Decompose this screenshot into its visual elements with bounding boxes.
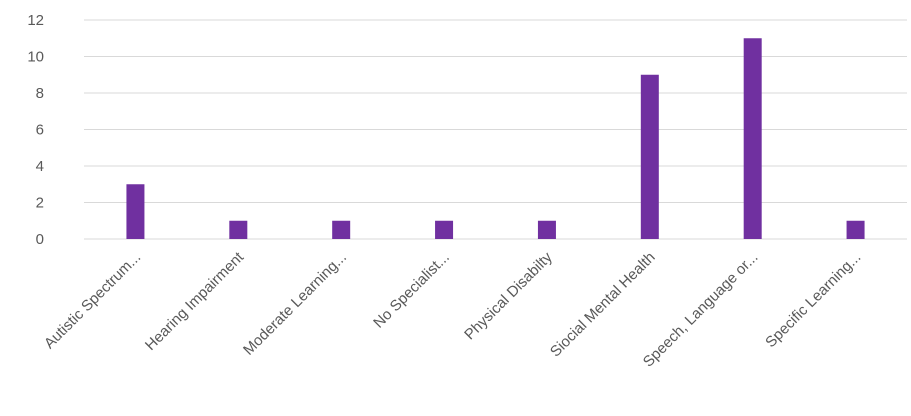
y-tick-label: 0	[36, 231, 44, 248]
y-tick-label: 12	[27, 12, 44, 29]
x-axis-category-labels: Autistic Spectrum...Hearing ImpairmentMo…	[41, 248, 865, 370]
x-category-label: Hearing Impairment	[142, 248, 248, 354]
x-category-label: Specific Learning...	[762, 249, 864, 351]
y-tick-label: 10	[27, 49, 44, 66]
x-category-label: Autistic Spectrum...	[41, 249, 144, 352]
x-category-label: Moderate Learning...	[240, 249, 350, 359]
x-category-label: Speech, Language or...	[640, 249, 762, 371]
x-category-label: Siocial Mental Health	[547, 249, 659, 361]
x-category-label: Physical Disabilty	[461, 248, 556, 343]
bar	[332, 220, 351, 239]
y-tick-label: 4	[36, 158, 44, 175]
x-category-label: No Specialist...	[370, 249, 453, 332]
y-axis-tick-labels: 0 2 4 6 8 10 12	[27, 12, 44, 248]
bar	[743, 38, 762, 239]
bar	[435, 220, 454, 239]
y-tick-label: 8	[36, 85, 44, 102]
y-tick-label: 6	[36, 122, 44, 139]
bar	[229, 220, 248, 239]
bar	[640, 74, 659, 239]
y-tick-label: 2	[36, 195, 44, 212]
bars	[126, 38, 865, 239]
bar	[846, 220, 865, 239]
gridlines	[84, 19, 907, 240]
bar	[126, 184, 145, 239]
bar	[537, 220, 556, 239]
